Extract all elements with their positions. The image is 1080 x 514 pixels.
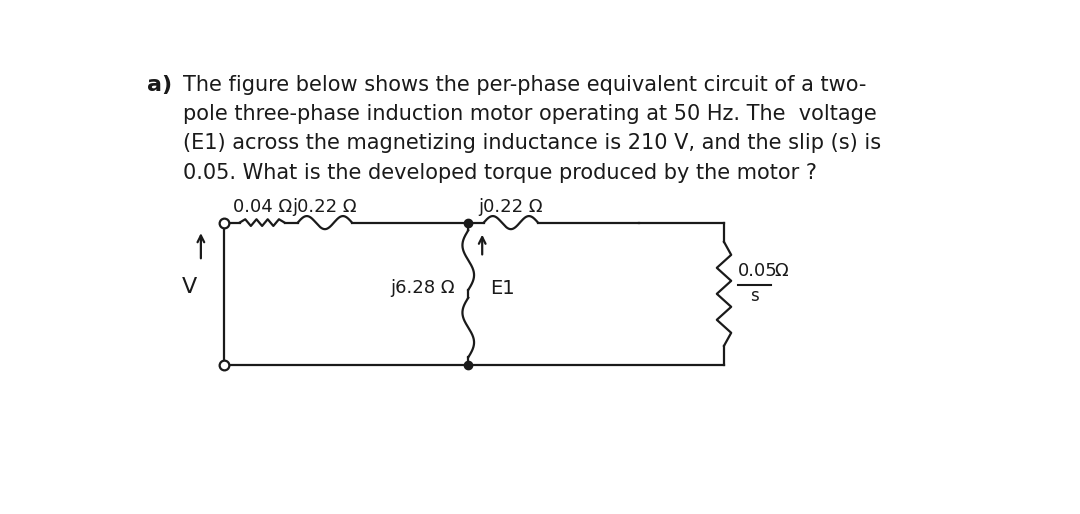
Text: a): a) (147, 75, 172, 95)
Text: 0.05: 0.05 (738, 262, 778, 280)
Text: 0.04 Ω: 0.04 Ω (232, 198, 292, 216)
Text: s: s (750, 287, 758, 305)
Text: (E1) across the magnetizing inductance is 210 V, and the slip (s) is: (E1) across the magnetizing inductance i… (183, 133, 881, 153)
Text: 0.05. What is the developed torque produced by the motor ?: 0.05. What is the developed torque produ… (183, 162, 818, 182)
Text: E1: E1 (490, 279, 514, 298)
Text: The figure below shows the per-phase equivalent circuit of a two-: The figure below shows the per-phase equ… (183, 75, 866, 95)
Text: V: V (181, 277, 197, 297)
Text: j0.22 Ω: j0.22 Ω (478, 198, 543, 216)
Text: j0.22 Ω: j0.22 Ω (293, 198, 357, 216)
Text: pole three-phase induction motor operating at 50 Hz. The  voltage: pole three-phase induction motor operati… (183, 104, 877, 124)
Text: Ω: Ω (774, 262, 788, 280)
Text: j6.28 Ω: j6.28 Ω (390, 280, 455, 298)
